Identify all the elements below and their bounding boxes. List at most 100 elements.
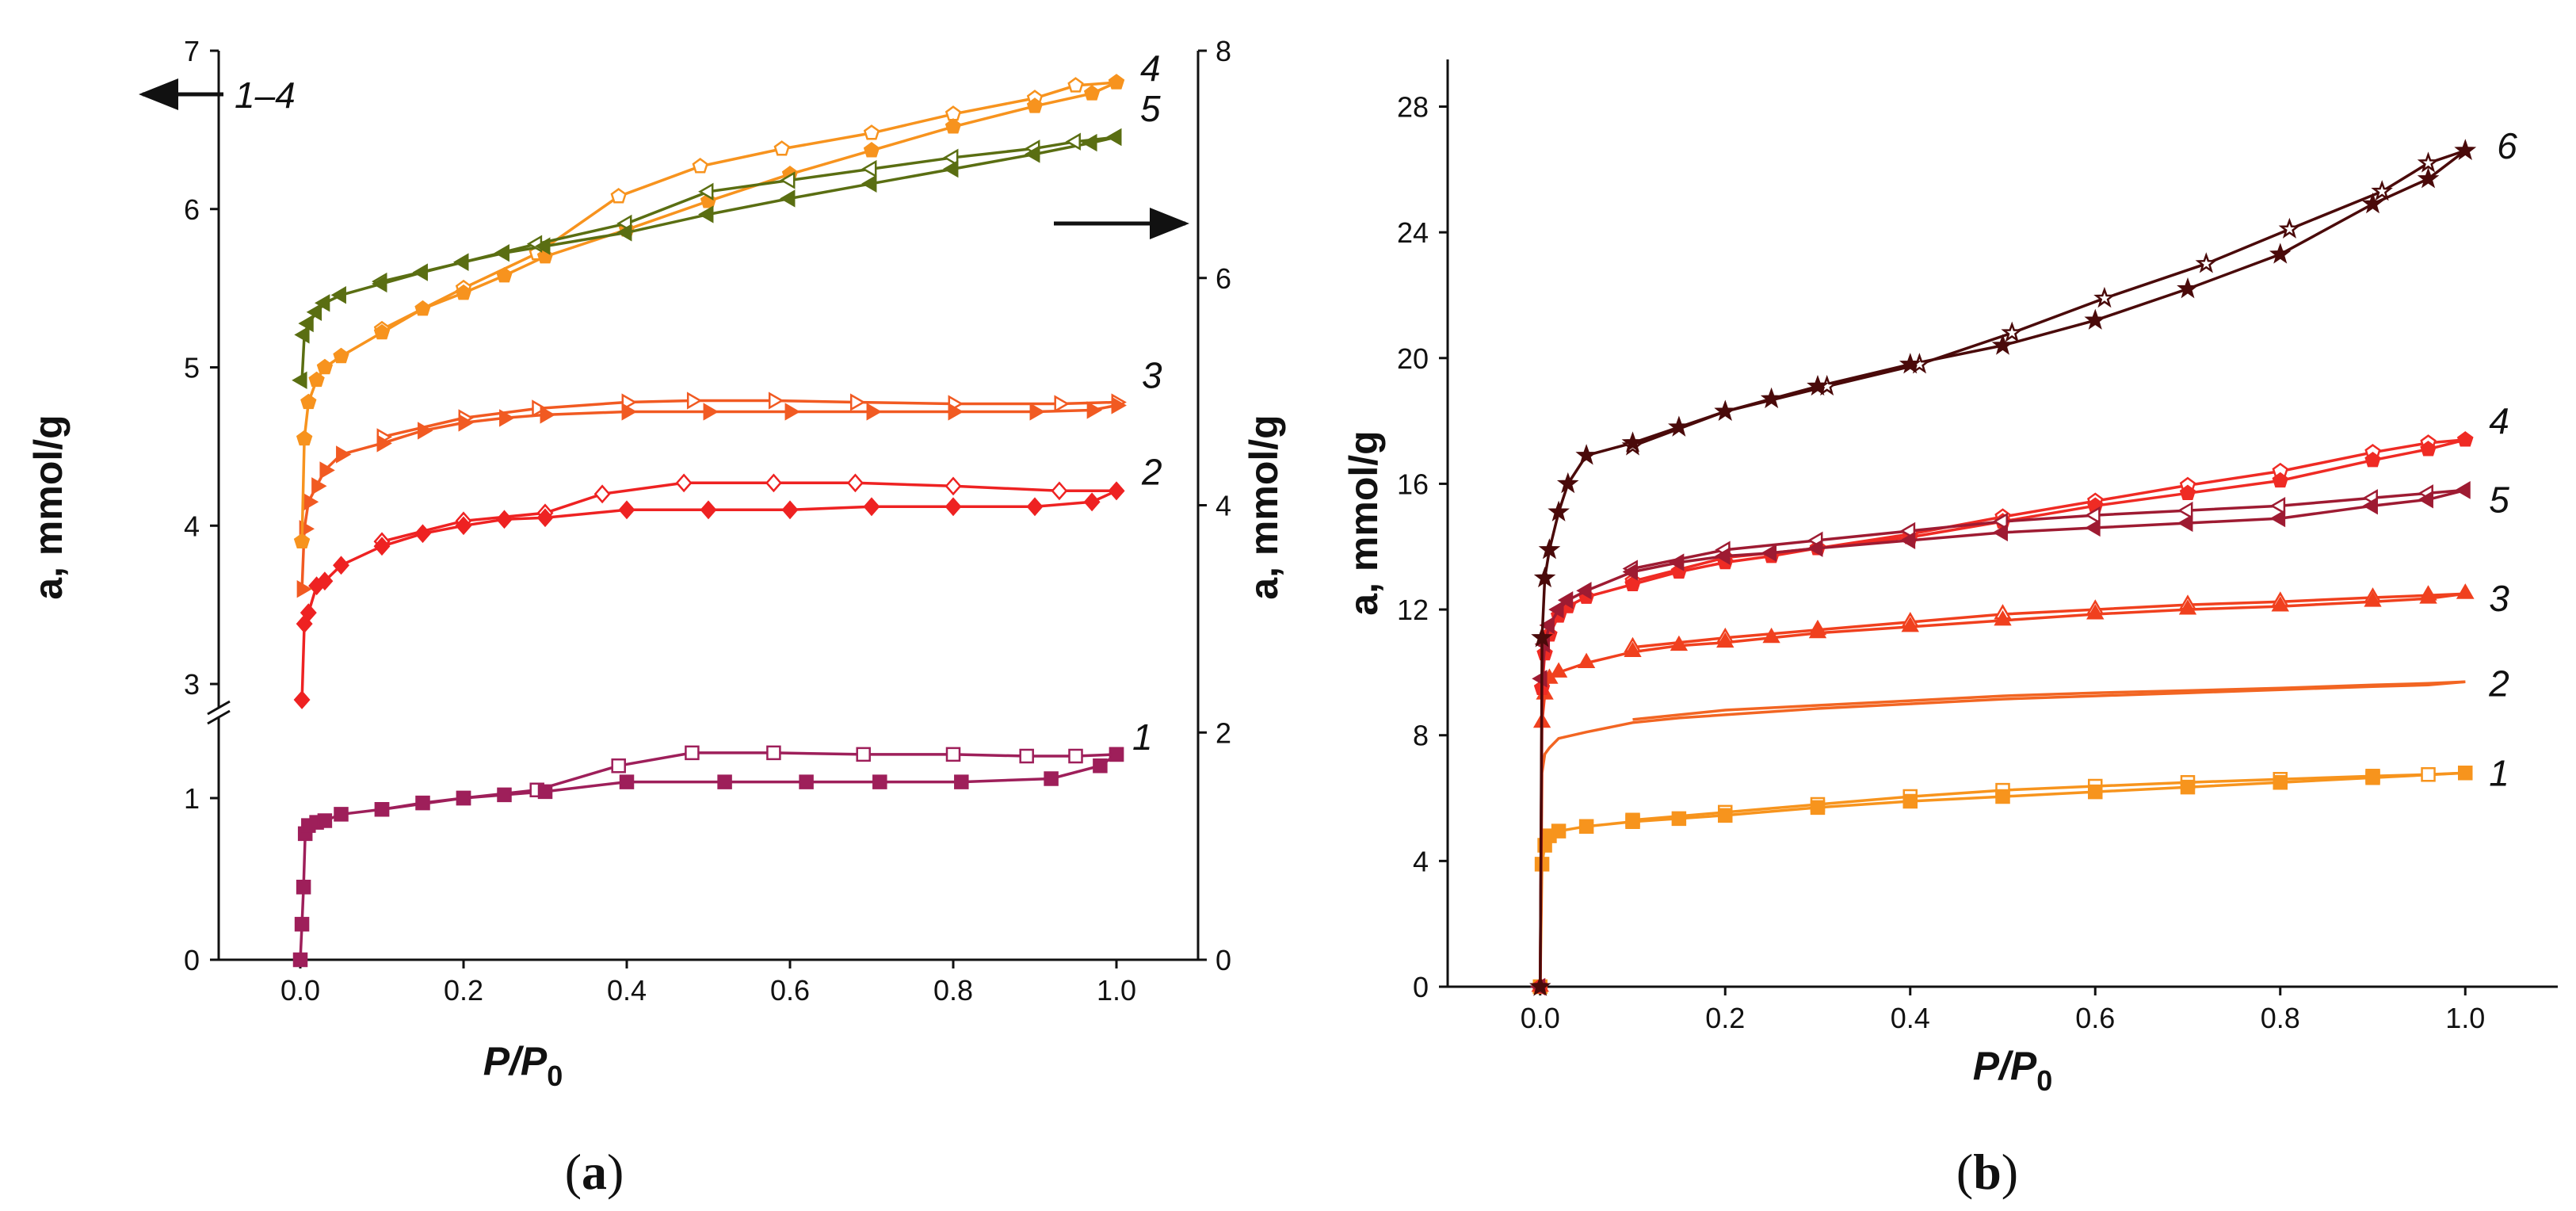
panel-b-y-tick-label: 28	[1397, 90, 1429, 123]
panel-b-series-1-adsorption-point	[1552, 825, 1565, 838]
panel-a-series-5-adsorption-point	[782, 191, 795, 205]
panel-b-series-1-adsorption-line	[1540, 773, 2466, 987]
panel-a-series-2-adsorption-point	[701, 502, 716, 518]
panel-a-series-4-desorption-point	[612, 189, 625, 203]
panel-a-right-y-tick-label: 6	[1215, 262, 1231, 295]
panel-a-series-1-adsorption-point	[873, 776, 886, 789]
panel-a-series-1-desorption-point	[767, 747, 780, 759]
panel-a-series-3-adsorption-point	[1031, 404, 1044, 418]
panel-b-series-6-adsorption-point	[2420, 170, 2437, 186]
panel-a-series-1-adsorption-point	[417, 797, 429, 809]
panel-a-series-1-adsorption-point	[800, 776, 813, 789]
panel-a-series-4-desorption-point	[775, 142, 788, 155]
panel-a-series-1-adsorption-point	[620, 776, 633, 789]
panel-a-series-2-desorption-point	[767, 475, 781, 491]
panel-b-series-6-desorption-point	[2004, 324, 2021, 340]
panel-a-series-3-desorption-point	[769, 394, 782, 408]
panel-a-left-axis-arrow-label: 1–4	[235, 74, 296, 116]
panel-b-series-3-adsorption-point	[1765, 629, 1779, 642]
panel-a-right-y-ticks: 02468	[1198, 35, 1231, 976]
panel-a-series-4-desorption-point	[693, 159, 707, 173]
panel-a-series-2-adsorption-point	[416, 525, 430, 541]
panel-b-label-letter: b	[1973, 1144, 2002, 1200]
panel-b-x-ticks: 0.0 0.2 0.4 0.6 0.8 1.0	[1521, 987, 2486, 1034]
panel-a-series-1-adsorption-point	[1110, 748, 1123, 761]
panel-a-series-1-adsorption-point	[296, 918, 308, 930]
panel-a-series-5-adsorption-point	[414, 266, 427, 280]
panel-b-y-tick-label: 8	[1413, 720, 1429, 752]
panel-a-right-y-tick-label: 2	[1215, 716, 1231, 749]
panel-a-series-3	[298, 394, 1125, 597]
panel-b-x-tick-label: 0.2	[1705, 1002, 1745, 1034]
panel-b-x-axis-title-sub: 0	[2036, 1064, 2052, 1097]
panel-a-series-3-adsorption-point	[298, 582, 311, 596]
panel-b-x-tick-label: 0.0	[1521, 1002, 1560, 1034]
panel-b-y-tick-label: 4	[1413, 845, 1429, 877]
panel-b-series-6-adsorption-point	[1551, 503, 1567, 519]
panel-a-series-1-desorption-point	[685, 747, 698, 759]
panel-b-x-tick-label: 0.4	[1891, 1002, 1930, 1034]
panel-b-y-tick-label: 20	[1397, 342, 1429, 375]
panel-a-series-5-adsorption-point	[864, 177, 876, 191]
panel-a-series-label: 2	[1141, 451, 1162, 492]
panel-b-series-3-adsorption-point	[2458, 586, 2472, 598]
panel-b-series-5-adsorption-point	[2457, 483, 2470, 497]
panel-a-series-5-adsorption-line	[302, 137, 1116, 380]
panel-b-series-label: 4	[2489, 400, 2509, 441]
panel-a-x-tick-label: 0.6	[770, 974, 810, 1007]
panel-a-right-y-tick-label: 4	[1215, 490, 1231, 522]
panel-a-series-1-adsorption-point	[457, 792, 470, 804]
panel-b-series-label: 6	[2497, 125, 2517, 166]
panel-a-series-2-adsorption-point	[1028, 499, 1042, 514]
panel-b-series-label: 2	[2488, 663, 2509, 704]
panel-b-series-5-adsorption-point	[2180, 516, 2192, 530]
panel-a-series-1-desorption-point	[857, 748, 870, 761]
panel-a-series-label: 1	[1132, 716, 1153, 758]
panel-b-series-6-adsorption-point	[2087, 311, 2104, 327]
panel-a-label-letter: a	[582, 1144, 607, 1200]
panel-b-series-6-adsorption-point	[1763, 391, 1780, 407]
panel-a-series-1-adsorption-point	[376, 803, 388, 816]
panel-a-series-2-adsorption-point	[946, 499, 960, 514]
panel-a-series-2-desorption-point	[677, 475, 691, 491]
panel-a-series-1	[294, 747, 1123, 966]
panel-a-series-4-adsorption-point	[334, 349, 348, 362]
isotherm-figure: 0.0 0.2 0.4 0.6 0.8 1.0 0134567 02468 12345 P…	[0, 0, 2576, 1211]
panel-a-x-tick-label: 1.0	[1097, 974, 1136, 1007]
panel-a-series-5-adsorption-point	[296, 327, 309, 342]
panel-b-series-5-adsorption-point	[2272, 511, 2284, 525]
panel-b-series-1-adsorption-point	[2367, 771, 2379, 784]
panel-a-left-y-tick-label: 3	[184, 668, 200, 701]
panel-a-series-4-desorption-point	[946, 107, 960, 120]
panel-b-series-2-adsorption-line	[1540, 682, 2466, 987]
panel-a-series-1-desorption-point	[947, 748, 960, 761]
panel-a-series-5-adsorption-point	[496, 246, 509, 260]
panel-a-x-tick-label: 0.8	[933, 974, 973, 1007]
panel-b-series-1-adsorption-point	[2459, 766, 2471, 779]
panel-a-right-y-tick-label: 0	[1215, 944, 1231, 976]
panel-a-series-1-adsorption-point	[294, 953, 307, 966]
panel-b-x-axis-title: P/P0	[1973, 1044, 2053, 1097]
panel-a-x-tick-label: 0.4	[607, 974, 647, 1007]
panel-b-series-1-adsorption-point	[1627, 816, 1639, 828]
panel-a-left-y-ticks: 0134567	[184, 35, 219, 976]
panel-b-series-1-adsorption-point	[1580, 820, 1593, 833]
panel-a-series-4	[295, 75, 1123, 548]
panel-b-x-tick-label: 1.0	[2445, 1002, 2485, 1034]
panel-a-series-1-adsorption-point	[539, 785, 551, 798]
panel-a-series-5-adsorption-point	[945, 162, 958, 176]
panel-a-series-3-desorption-point	[851, 395, 864, 410]
panel-b-series-1-adsorption-point	[1997, 790, 2009, 803]
panel-a-left-y-tick-label: 4	[184, 510, 200, 542]
panel-b-series-label: 3	[2489, 578, 2509, 619]
panel-b-series-6-desorption-point	[2281, 220, 2298, 236]
panel-a-series-label: 5	[1140, 88, 1161, 129]
panel-a-series-1-adsorption-point	[1045, 773, 1058, 785]
panel-a-series-2-adsorption-point	[498, 511, 512, 527]
panel-a-series-1-adsorption-point	[498, 789, 511, 801]
panel-a-left-y-tick-label: 5	[184, 352, 200, 384]
panel-a-series-4-desorption-point	[1069, 78, 1082, 92]
panel-a-series-1-adsorption-line	[300, 754, 1116, 960]
panel-a-series-4-adsorption-point	[297, 431, 311, 445]
panel-a-series-label: 3	[1142, 354, 1162, 395]
